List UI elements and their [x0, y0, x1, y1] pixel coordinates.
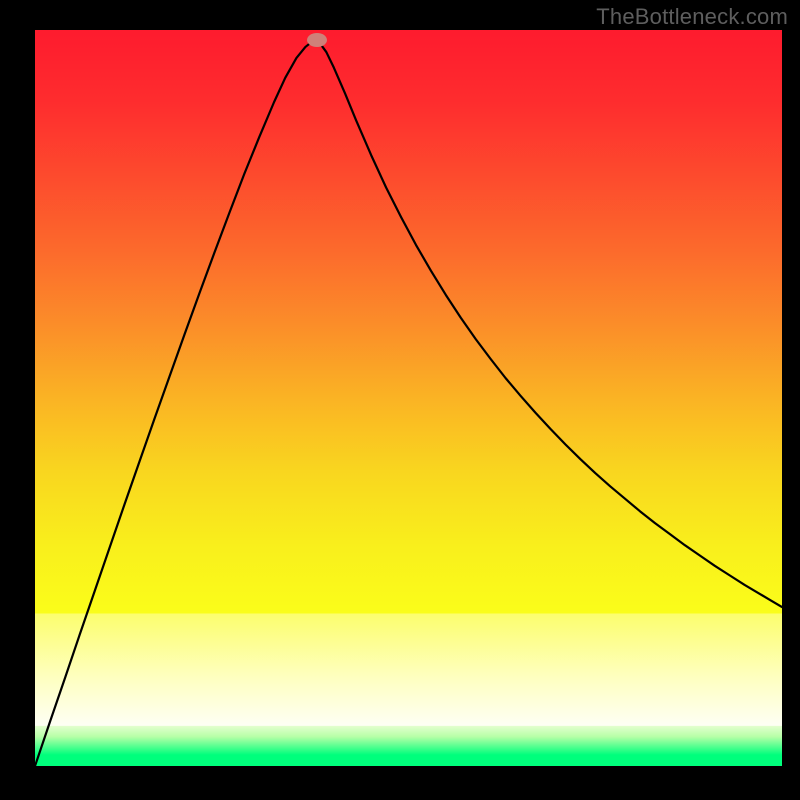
chart-frame: TheBottleneck.com [0, 0, 800, 800]
minimum-marker [307, 33, 327, 47]
chart-background-gradient [35, 30, 782, 766]
plot-area [35, 30, 782, 766]
watermark-text: TheBottleneck.com [596, 4, 788, 30]
